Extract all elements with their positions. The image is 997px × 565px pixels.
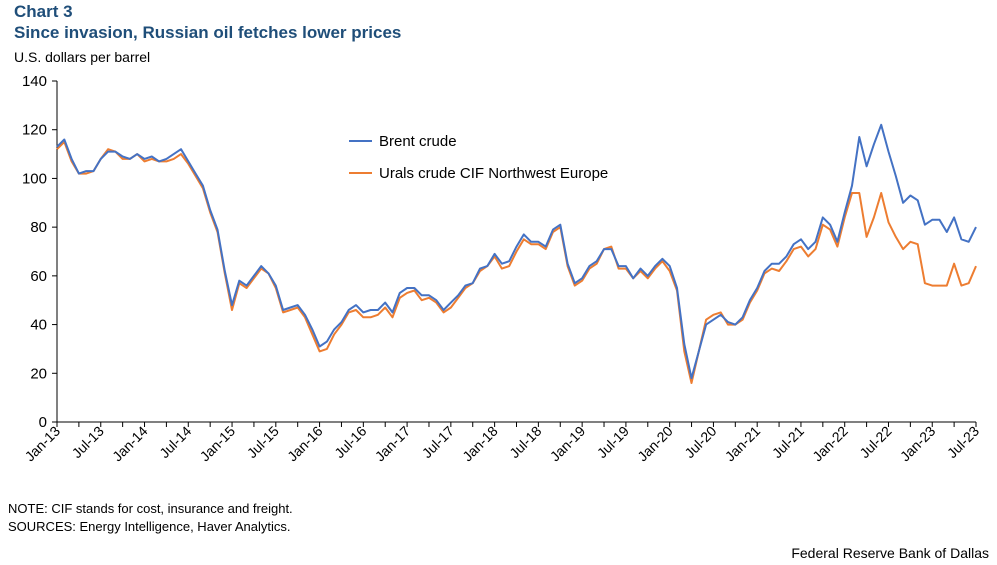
x-tick-label: Jan-22	[809, 423, 851, 465]
y-tick-label: 40	[30, 317, 47, 334]
chart-legend: Brent crude Urals crude CIF Northwest Eur…	[349, 133, 608, 182]
series-line-brent	[56, 123, 977, 380]
x-tick-label: Jan-16	[284, 423, 326, 465]
x-tick-label: Jan-21	[722, 423, 764, 465]
chart-title: Since invasion, Russian oil fetches lowe…	[14, 23, 402, 42]
y-tick-label: 100	[22, 170, 47, 187]
legend-item-urals: Urals crude CIF Northwest Europe	[349, 165, 608, 182]
source-credit: Federal Reserve Bank of Dallas	[791, 545, 989, 561]
x-tick-label: Jul-14	[156, 423, 194, 461]
legend-label: Urals crude CIF Northwest Europe	[379, 165, 608, 182]
y-axis-unit-label: U.S. dollars per barrel	[14, 49, 151, 65]
x-tick-label: Jan-19	[547, 423, 589, 465]
x-tick-label: Jul-23	[944, 423, 982, 461]
y-tick-label: 120	[22, 122, 47, 139]
y-tick-label: 0	[39, 414, 47, 431]
x-tick-label: Jul-18	[506, 423, 544, 461]
legend-label: Brent crude	[379, 133, 457, 150]
x-tick-label: Jan-15	[197, 423, 239, 465]
y-tick-label: 80	[30, 219, 47, 236]
x-tick-label: Jul-20	[681, 423, 719, 461]
x-tick-label: Jul-16	[331, 423, 369, 461]
x-tick-label: Jan-17	[372, 423, 414, 465]
footnote-note: NOTE: CIF stands for cost, insurance and…	[8, 501, 293, 516]
x-tick-label: Jul-15	[244, 423, 282, 461]
legend-item-brent: Brent crude	[349, 133, 457, 150]
footnote-sources: SOURCES: Energy Intelligence, Haver Anal…	[8, 519, 291, 534]
series-layer	[56, 123, 977, 384]
x-tick-label: Jul-13	[69, 423, 107, 461]
chart-label: Chart 3	[14, 2, 73, 21]
x-tick-label: Jan-14	[109, 423, 151, 465]
x-tick-label: Jul-22	[856, 423, 894, 461]
x-tick-label: Jul-19	[594, 423, 632, 461]
y-tick-label: 60	[30, 268, 47, 285]
x-tick-label: Jan-20	[634, 423, 676, 465]
y-tick-label: 140	[22, 73, 47, 90]
x-tick-label: Jan-18	[459, 423, 501, 465]
x-tick-label: Jul-17	[419, 423, 457, 461]
x-tick-label: Jul-21	[769, 423, 807, 461]
x-tick-label: Jan-23	[897, 423, 939, 465]
y-tick-label: 20	[30, 365, 47, 382]
